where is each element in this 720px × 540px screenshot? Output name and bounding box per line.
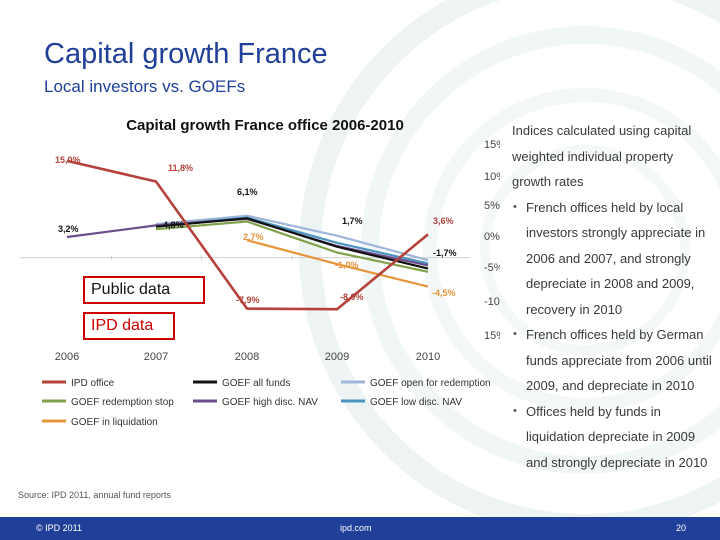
x-tick-label: 2010: [416, 351, 440, 363]
y-tick-label: -5%: [484, 262, 500, 274]
data-label: -1,7%: [433, 248, 457, 258]
legend-label: GOEF high disc. NAV: [222, 397, 318, 408]
legend-label: GOEF low disc. NAV: [370, 397, 462, 408]
y-tick-label: -10%: [484, 296, 500, 308]
note-bullet: French offices held by local investors s…: [512, 195, 712, 323]
series-line-goef-all-funds: [155, 217, 429, 270]
footer-website: ipd.com: [340, 523, 372, 533]
x-tick-label: 2006: [55, 351, 79, 363]
notes-intro: Indices calculated using capital weighte…: [512, 123, 692, 189]
y-tick-label: 15%: [484, 139, 500, 151]
data-label: 6,1%: [237, 187, 258, 197]
chart-title: Capital growth France office 2006-2010: [126, 117, 404, 134]
data-label: 11,8%: [168, 163, 193, 173]
footer-bar: © IPD 2011 ipd.com 20: [0, 517, 720, 540]
data-label: -4,5%: [432, 288, 456, 298]
notes-list: French offices held by local investors s…: [512, 195, 712, 476]
x-tick-label: 2007: [144, 351, 168, 363]
x-tick-label: 2009: [325, 351, 349, 363]
data-label: 15,0%: [55, 155, 81, 165]
legend-label: GOEF redemption stop: [71, 397, 174, 408]
y-tick-label: 5%: [484, 200, 500, 212]
data-label: -1,0%: [335, 260, 359, 270]
y-tick-label: 15%: [484, 330, 500, 342]
data-label: -7,9%: [236, 295, 260, 305]
series-line-ipd-office: [66, 159, 429, 311]
series-line-goef-redemption-stop: [155, 220, 429, 273]
note-bullet: Offices held by funds in liquidation dep…: [512, 399, 712, 476]
legend-label: GOEF all funds: [222, 378, 290, 389]
data-label: 3,2%: [58, 224, 79, 234]
series-line-goef-in-liquidation: [246, 239, 429, 288]
slide-title: Capital growth France: [44, 38, 328, 70]
data-label: 2,7%: [243, 232, 264, 242]
page-number: 20: [676, 523, 687, 533]
legend-label: GOEF in liquidation: [71, 417, 158, 428]
footer-copyright: © IPD 2011: [36, 523, 82, 533]
y-tick-label: 0%: [484, 231, 500, 243]
ipd-data-box: IPD data: [83, 312, 175, 340]
source-note: Source: IPD 2011, annual fund reports: [18, 490, 171, 500]
capital-growth-chart: Capital growth France office 2006-2010 15…: [20, 117, 500, 428]
series-line-goef-open-for-redemption: [155, 214, 429, 262]
slide-subtitle: Local investors vs. GOEFs: [44, 77, 246, 96]
data-label: 4,8%: [163, 220, 184, 230]
notes-panel: Indices calculated using capital weighte…: [512, 118, 712, 475]
data-label: 1,7%: [342, 216, 363, 226]
series-line-goef-high-disc-nav: [66, 217, 429, 267]
data-label: -8,0%: [340, 292, 364, 302]
x-tick-label: 2008: [235, 351, 259, 363]
legend-label: IPD office: [71, 378, 115, 389]
public-data-box: Public data: [83, 276, 205, 304]
legend-label: GOEF open for redemption: [370, 378, 491, 389]
y-tick-label: 10%: [484, 171, 500, 183]
note-bullet: French offices held by German funds appr…: [512, 322, 712, 399]
data-label: 3,6%: [433, 216, 454, 226]
